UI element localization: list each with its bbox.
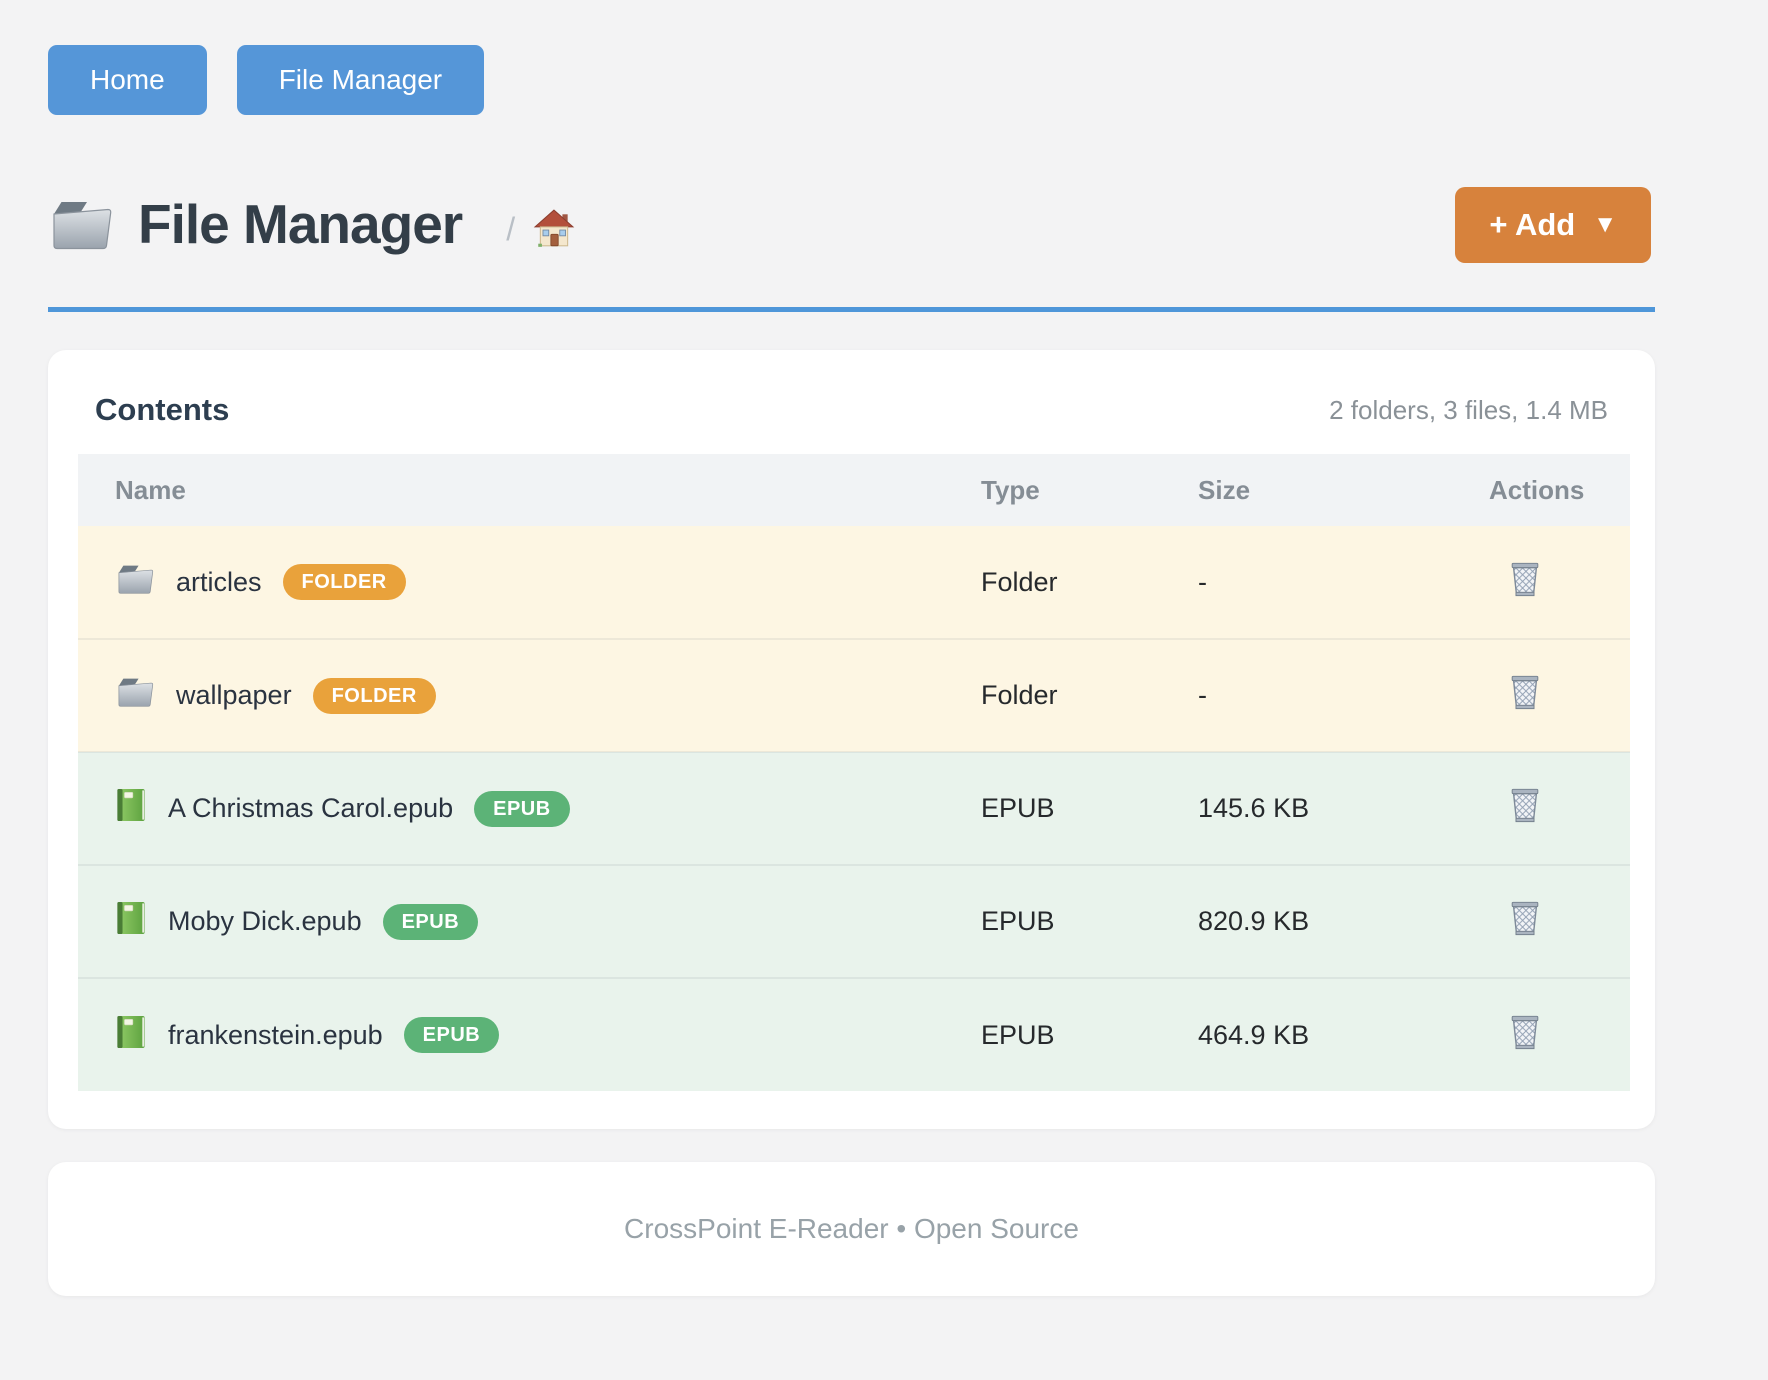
item-name[interactable]: frankenstein.epub: [168, 1019, 383, 1050]
page-title: File Manager: [138, 193, 463, 255]
delete-button[interactable]: [1506, 1011, 1544, 1053]
type-cell: Folder: [981, 638, 1198, 752]
size-cell: -: [1198, 638, 1489, 752]
size-cell: -: [1198, 566, 1207, 597]
wastebasket-icon: [1506, 671, 1544, 713]
name-cell: A Christmas Carol.epub EPUB: [78, 787, 981, 830]
wastebasket-icon: [1506, 1011, 1544, 1053]
column-header-type: Type: [981, 454, 1198, 526]
item-name[interactable]: A Christmas Carol.epub: [168, 793, 454, 823]
file-manager-button[interactable]: File Manager: [236, 45, 485, 115]
table-row: A Christmas Carol.epub EPUB EPUB 145.6 K…: [78, 751, 1630, 865]
table-row: articles FOLDER Folder -: [78, 526, 1630, 639]
delete-button[interactable]: [1506, 784, 1544, 826]
folder-icon: [115, 562, 155, 603]
item-name[interactable]: wallpaper: [176, 680, 292, 710]
title-underline: [48, 307, 1655, 312]
caret-down-icon: ▼: [1593, 211, 1617, 238]
house-icon[interactable]: [533, 208, 575, 250]
contents-card: Contents 2 folders, 3 files, 1.4 MB Name…: [48, 350, 1655, 1129]
size-cell: 464.9 KB: [1198, 977, 1489, 1091]
table-row: wallpaper FOLDER Folder -: [78, 638, 1630, 752]
type-badge: EPUB: [474, 790, 570, 827]
type-cell: Folder: [981, 566, 1058, 597]
wastebasket-icon: [1506, 897, 1544, 939]
size-cell: 145.6 KB: [1198, 751, 1489, 865]
table-row: frankenstein.epub EPUB EPUB 464.9 KB: [78, 977, 1630, 1091]
column-header-name: Name: [78, 454, 981, 526]
contents-card-header: Contents 2 folders, 3 files, 1.4 MB: [78, 392, 1625, 428]
add-button-label: + Add: [1489, 207, 1576, 242]
item-name[interactable]: articles: [176, 566, 262, 597]
type-cell: EPUB: [981, 751, 1198, 865]
green-book-icon: [115, 900, 147, 943]
name-cell: Moby Dick.epub EPUB: [78, 900, 981, 943]
green-book-icon: [115, 787, 147, 830]
type-badge: FOLDER: [282, 564, 406, 600]
name-cell: articles FOLDER: [78, 562, 981, 603]
folder-icon: [115, 675, 155, 716]
name-cell: wallpaper FOLDER: [78, 675, 981, 716]
footer: CrossPoint E-Reader • Open Source: [48, 1162, 1655, 1296]
wastebasket-icon: [1506, 558, 1544, 600]
type-badge: FOLDER: [312, 677, 436, 714]
delete-button[interactable]: [1506, 671, 1544, 713]
column-header-actions: Actions: [1489, 454, 1630, 526]
breadcrumb: /: [506, 198, 575, 250]
type-badge: EPUB: [382, 903, 479, 940]
contents-summary: 2 folders, 3 files, 1.4 MB: [1329, 394, 1608, 425]
contents-title: Contents: [95, 392, 230, 427]
type-badge: EPUB: [403, 1017, 500, 1053]
breadcrumb-separator: /: [506, 210, 516, 247]
add-button[interactable]: + Add ▼: [1455, 187, 1651, 263]
footer-text: CrossPoint E-Reader • Open Source: [624, 1213, 1079, 1244]
folder-icon: [48, 196, 114, 253]
item-name[interactable]: Moby Dick.epub: [168, 906, 362, 936]
wastebasket-icon: [1506, 784, 1544, 826]
delete-button[interactable]: [1506, 897, 1544, 939]
green-book-icon: [115, 1014, 147, 1057]
type-cell: EPUB: [981, 864, 1198, 978]
delete-button[interactable]: [1506, 558, 1544, 600]
type-cell: EPUB: [981, 977, 1198, 1091]
top-nav: Home File Manager: [48, 45, 1655, 115]
size-cell: 820.9 KB: [1198, 864, 1489, 978]
column-header-size: Size: [1198, 454, 1489, 526]
table-row: Moby Dick.epub EPUB EPUB 820.9 KB: [78, 864, 1630, 978]
home-button[interactable]: Home: [48, 45, 207, 115]
title-row: File Manager / + Add ▼: [48, 185, 1655, 263]
name-cell: frankenstein.epub EPUB: [78, 1014, 981, 1057]
contents-table-body: articles FOLDER Folder - wallpaper FOLDE…: [78, 526, 1630, 1091]
page-container: Home File Manager File Manager / + Add ▼…: [48, 0, 1655, 1129]
contents-table-head: Name Type Size Actions: [78, 454, 1630, 526]
contents-table: Name Type Size Actions articles FOLDER F…: [78, 454, 1630, 1091]
